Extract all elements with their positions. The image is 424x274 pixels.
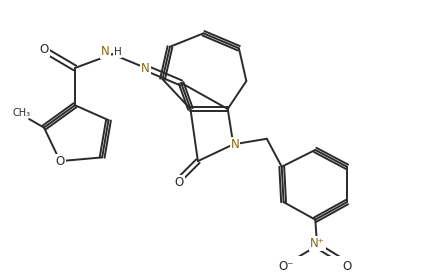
Text: O: O (40, 43, 49, 56)
Text: O: O (175, 176, 184, 189)
Text: H: H (114, 47, 121, 57)
Text: N: N (141, 62, 150, 75)
Text: N: N (231, 138, 240, 151)
Text: N: N (101, 45, 110, 58)
Text: O: O (56, 155, 65, 168)
Text: O: O (342, 260, 351, 273)
Text: N⁺: N⁺ (310, 237, 324, 250)
Text: CH₃: CH₃ (13, 108, 31, 118)
Text: O⁻: O⁻ (279, 260, 294, 273)
